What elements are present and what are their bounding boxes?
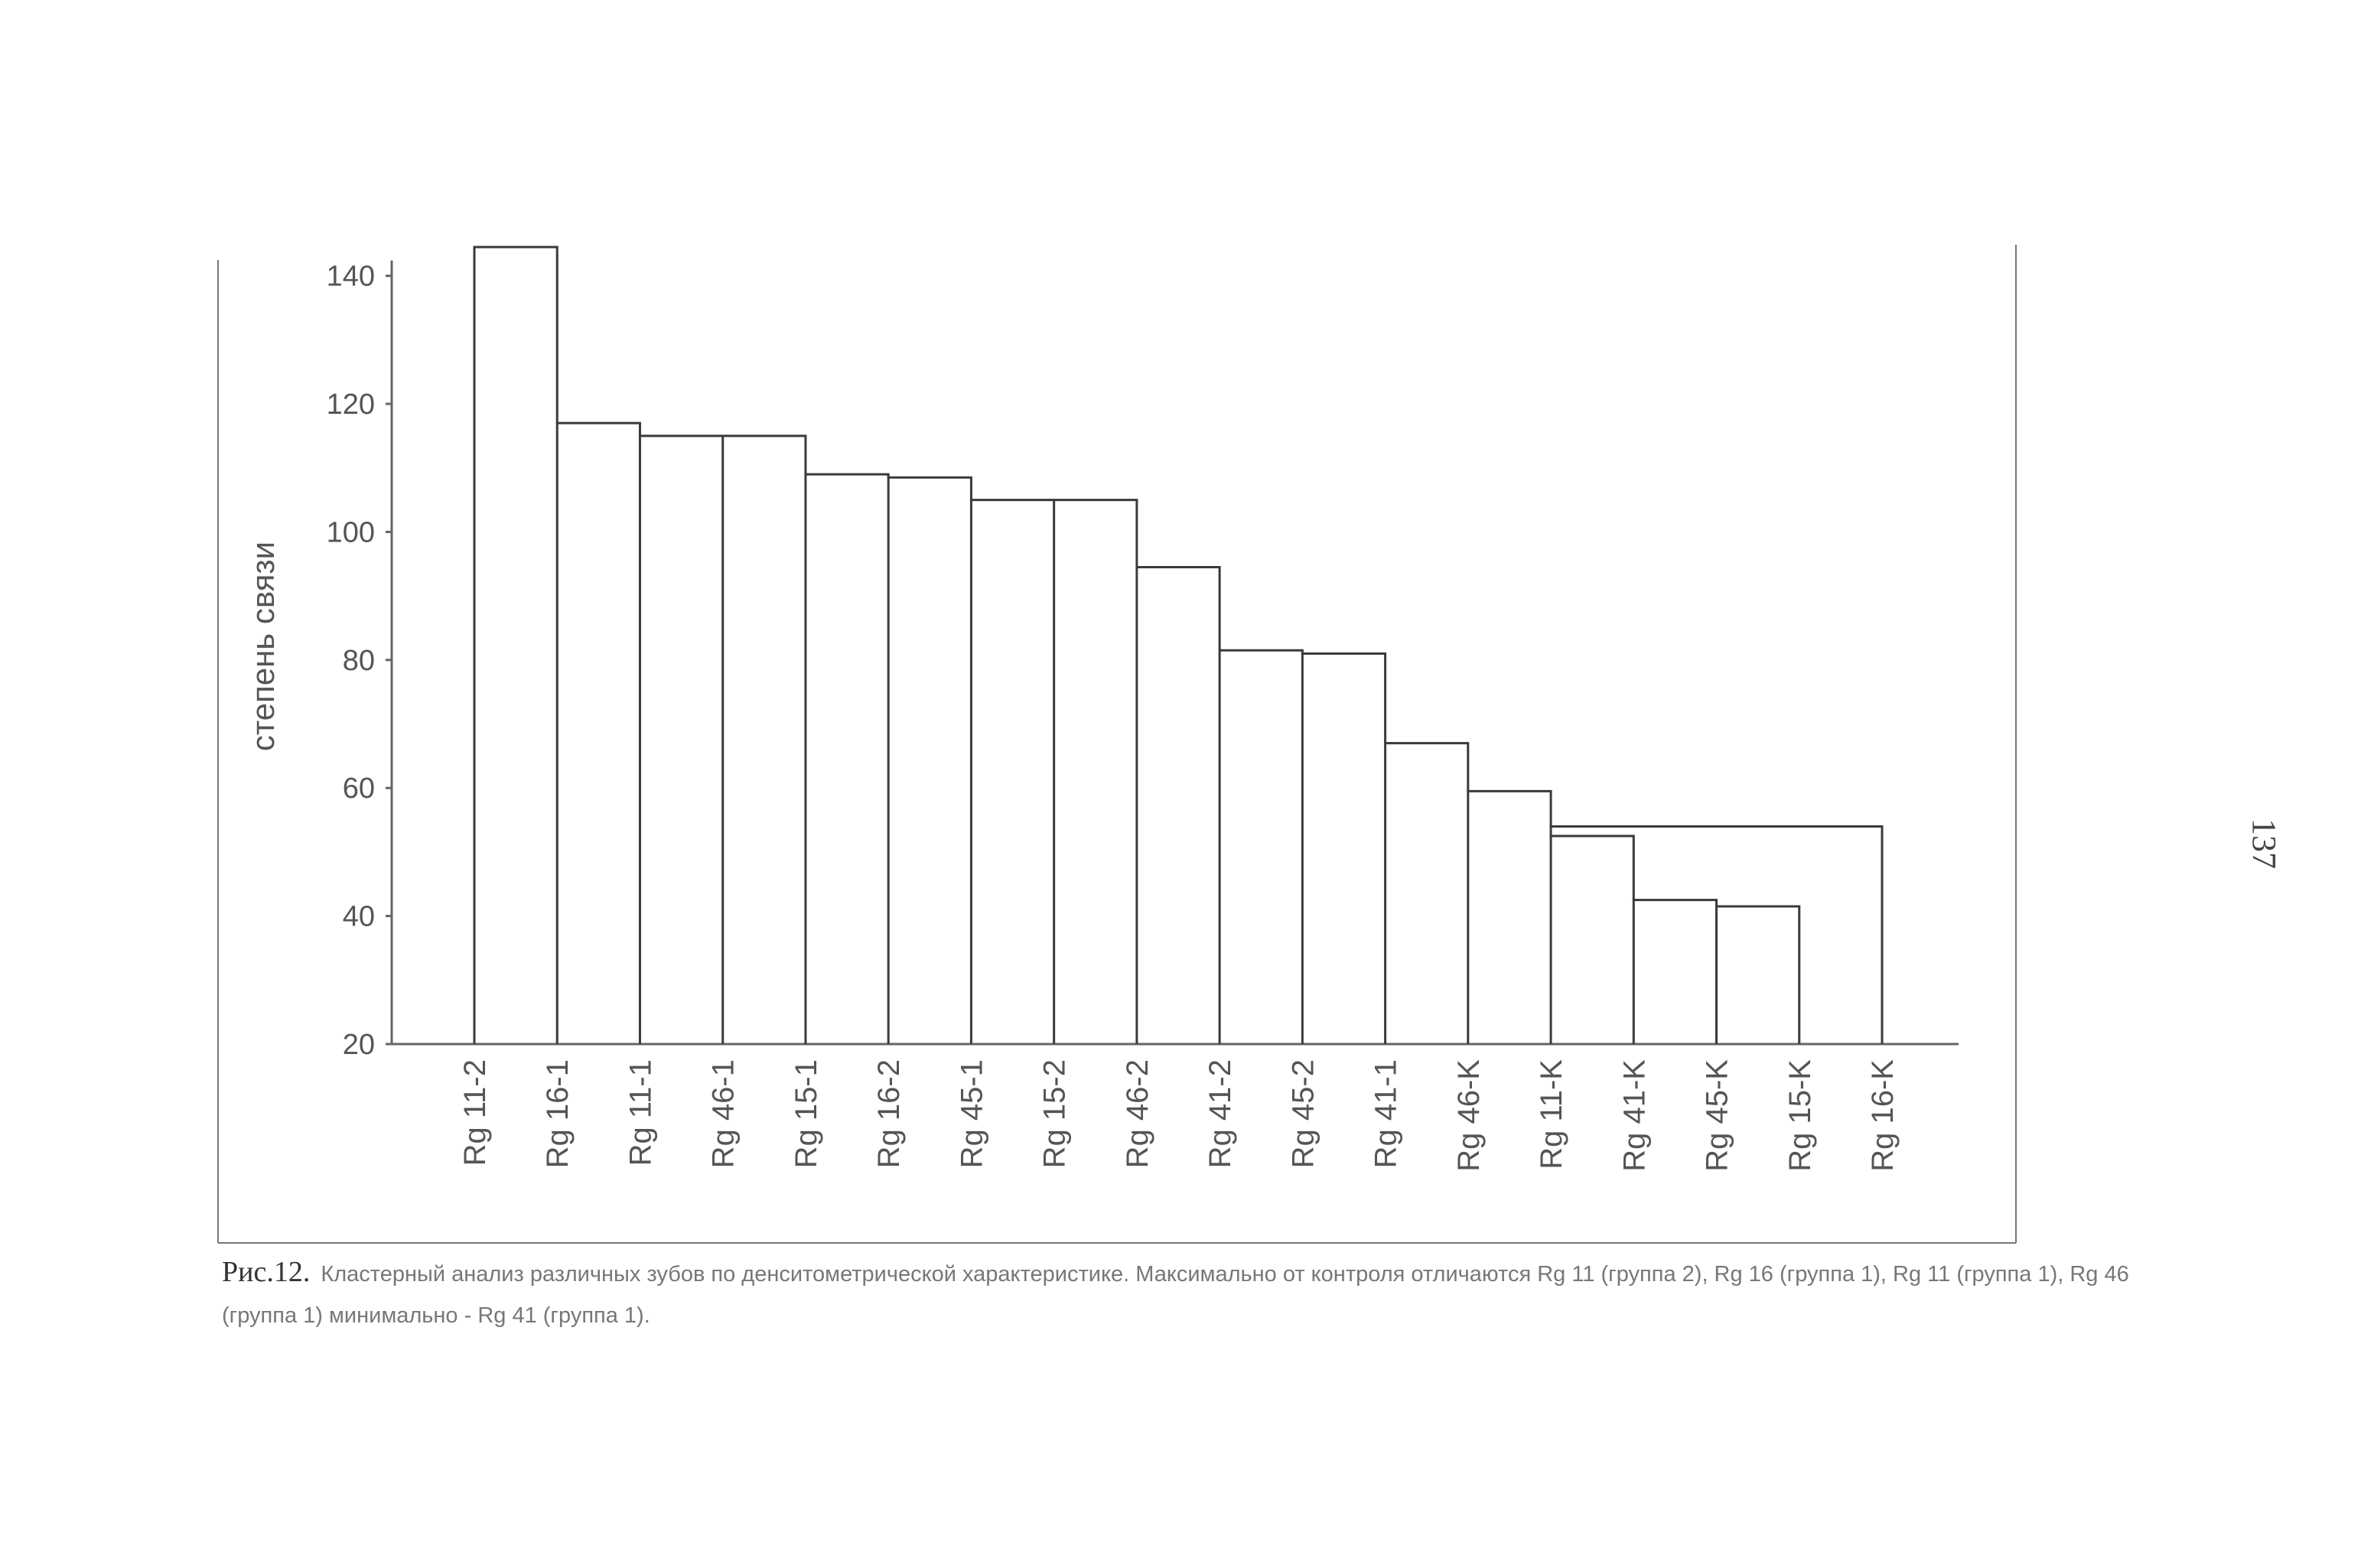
link-9-path [1135,565,1221,1044]
leaf-label-rg-46-1: Rg 46-1 [707,1059,741,1168]
link-15 [638,434,723,1044]
leaf-label-rg-16-2: Rg 16-2 [872,1059,906,1168]
leaf-label-rg-16-1: Rg 16-1 [541,1059,575,1168]
link-12 [887,476,972,1044]
link-3 [1549,834,1635,1044]
link-9 [1135,565,1221,1044]
link-17-path [473,246,558,1044]
y-tick-label-140: 140 [327,261,375,293]
y-tick-label-80: 80 [343,645,375,677]
link-6-path [1384,742,1470,1044]
link-7-path [1301,652,1387,1044]
link-16 [555,421,641,1044]
leaf-label-rg-46-k: Rg 46-K [1452,1059,1486,1172]
leaf-label-rg-11-2: Rg 11-2 [458,1059,492,1166]
leaf-label-rg-45-2: Rg 45-2 [1286,1059,1320,1168]
link-3-path [1549,834,1635,1044]
y-tick-label-100: 100 [327,516,375,548]
leaf-label-rg-41-1: Rg 41-1 [1369,1059,1403,1168]
link-7 [1301,652,1387,1044]
link-8-path [1218,649,1304,1044]
link-14 [721,434,807,1044]
link-5-path [1467,789,1552,1044]
link-12-path [887,476,972,1044]
figure-caption: Рис.12. Кластерный анализ различных зубов… [222,1251,2180,1336]
y-tick-label-20: 20 [343,1029,375,1061]
link-8 [1218,649,1304,1044]
link-17 [473,246,558,1044]
leaf-label-rg-45-k: Rg 45-K [1701,1059,1734,1172]
leaf-label-rg-41-k: Rg 41-K [1617,1059,1651,1172]
link-16-path [555,421,641,1044]
link-2-path [1632,899,1718,1044]
leaf-label-rg-16-k: Rg 16-K [1866,1059,1900,1172]
leaf-label-rg-15-2: Rg 15-2 [1038,1059,1072,1168]
link-4 [1549,825,1884,1044]
link-1-path [1715,905,1801,1044]
leaf-label-rg-15-1: Rg 15-1 [790,1059,823,1168]
link-10-path [1053,499,1138,1044]
link-14-path [721,434,807,1044]
page-number: 137 [2245,818,2283,869]
dendrogram-links [473,246,1884,1044]
leaf-label-rg-11-1: Rg 11-1 [624,1059,657,1166]
link-6 [1384,742,1470,1044]
link-10 [1053,499,1138,1044]
link-13 [804,473,890,1044]
y-tick-label-40: 40 [343,901,375,933]
link-13-path [804,473,890,1044]
y-axis: 20 40 60 80 100 120 140 [327,260,1959,1061]
figure-caption-lead: Рис.12. [222,1256,311,1288]
leaf-label-rg-45-1: Rg 45-1 [955,1059,988,1168]
chart-frame [217,245,2017,1244]
y-tick-label-120: 120 [327,389,375,421]
figure-caption-text: Кластерный анализ различных зубов по ден… [222,1262,2129,1328]
leaf-label-rg-41-2: Rg 41-2 [1203,1059,1237,1168]
leaf-label-rg-46-2: Rg 46-2 [1121,1059,1154,1168]
link-1 [1715,905,1801,1044]
link-5 [1467,789,1552,1044]
y-tick-label-60: 60 [343,773,375,805]
leaf-label-rg-15-k: Rg 15-K [1783,1059,1817,1172]
link-11-path [969,499,1054,1044]
leaf-labels: Rg 11-2 Rg 16-1 Rg 11-1 Rg 46-1 Rg 15-1 Rg 16… [458,1059,1900,1172]
link-11 [969,499,1054,1044]
leaf-label-rg-11-k: Rg 11-K [1535,1059,1568,1169]
link-15-path [638,434,723,1044]
y-axis-label: степень связи [245,542,281,751]
link-2 [1632,899,1718,1044]
link-4-path [1549,825,1884,1044]
